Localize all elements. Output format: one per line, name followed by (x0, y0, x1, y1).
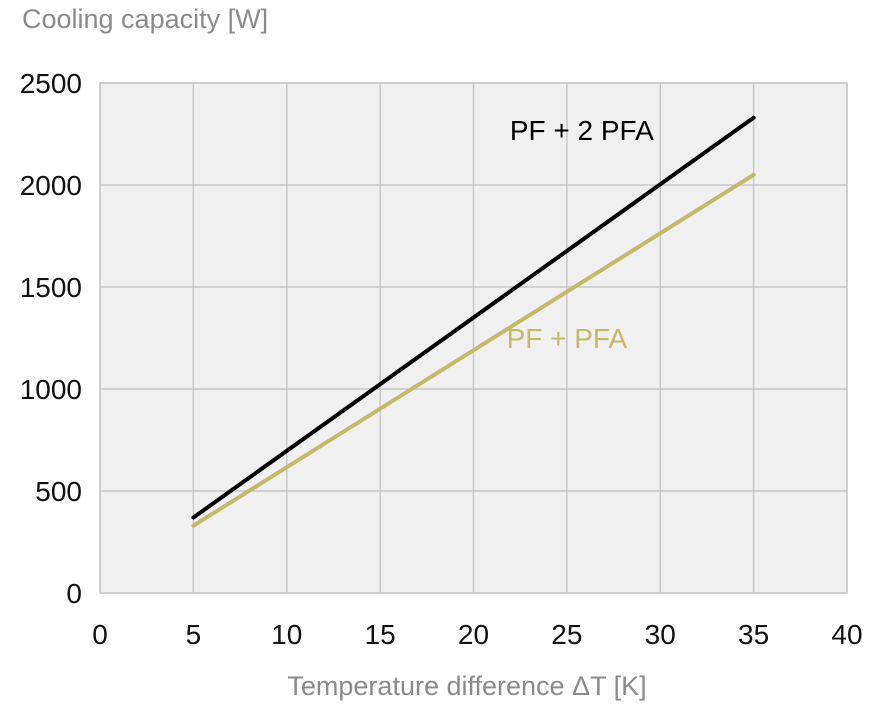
series-label-0: PF + 2 PFA (510, 115, 654, 146)
y-tick-label-1: 500 (35, 476, 82, 507)
series-labels: PF + 2 PFA PF + PFA (507, 115, 655, 354)
y-tick-label-5: 2500 (20, 68, 82, 99)
y-tick-label-4: 2000 (20, 170, 82, 201)
x-tick-label-3: 15 (365, 619, 396, 650)
series-line-0 (191, 115, 756, 520)
plot-frame (99, 82, 848, 594)
x-tick-label-4: 20 (458, 619, 489, 650)
x-tick-label-6: 30 (645, 619, 676, 650)
x-tick-label-0: 0 (92, 619, 108, 650)
y-axis-ticks: 0 500 1000 1500 2000 2500 (20, 68, 82, 609)
x-tick-label-8: 40 (831, 619, 862, 650)
x-tick-label-7: 35 (738, 619, 769, 650)
y-tick-label-3: 1500 (20, 272, 82, 303)
y-tick-label-2: 1000 (20, 374, 82, 405)
x-tick-label-5: 25 (551, 619, 582, 650)
x-axis-label: Temperature difference ΔT [K] (287, 671, 646, 701)
y-axis-label: Cooling capacity [W] (22, 4, 268, 34)
x-tick-label-2: 10 (271, 619, 302, 650)
x-tick-label-1: 5 (186, 619, 202, 650)
series-label-1: PF + PFA (507, 323, 628, 354)
y-tick-label-0: 0 (66, 578, 82, 609)
series-line-1 (191, 172, 756, 528)
x-axis-ticks: 0 5 10 15 20 25 30 35 40 (92, 619, 862, 650)
series-lines (191, 115, 756, 528)
